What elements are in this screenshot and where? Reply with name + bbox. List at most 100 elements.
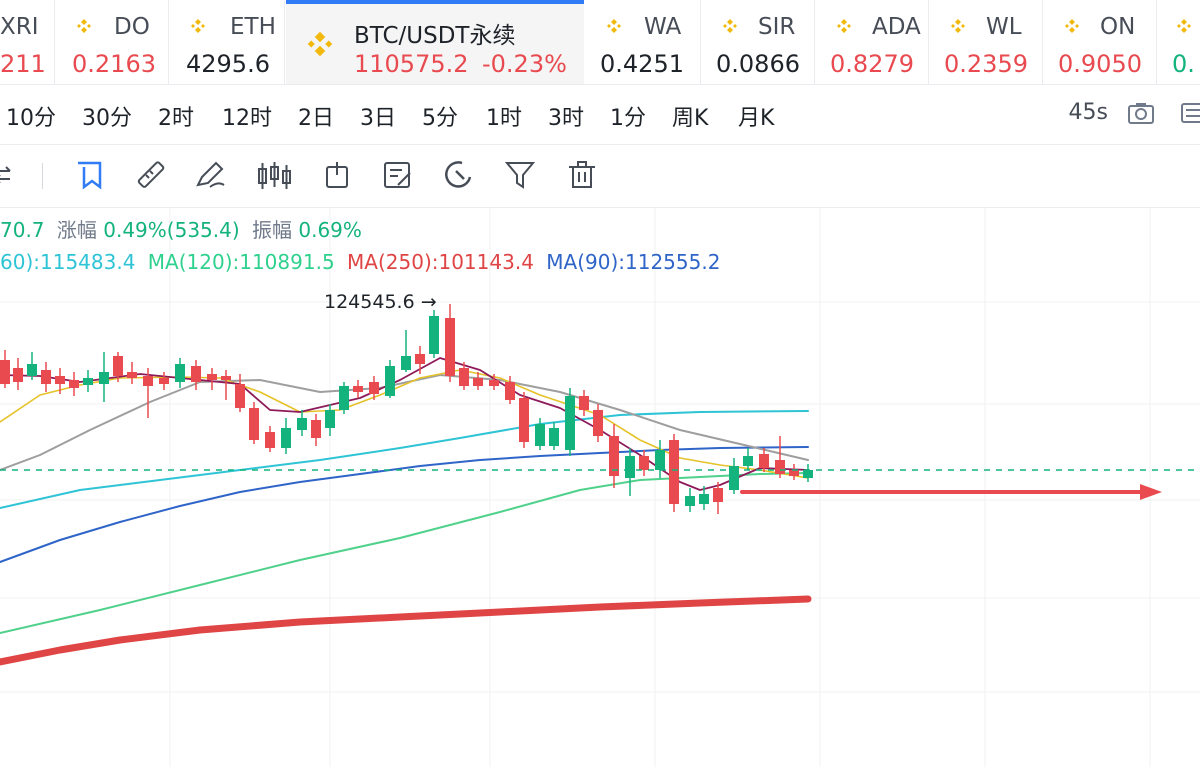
- ma-info-line: 60):115483.4 MA(120):110891.5 MA(250):10…: [0, 250, 720, 274]
- ticker-item[interactable]: WL 0.2359: [928, 0, 1043, 84]
- ticker-symbol: ETH: [230, 14, 276, 40]
- interval-bar: 10分 30分 2时 12时 2日 3日 5分 1时 3时 1分 周K 月K 4…: [0, 84, 1200, 145]
- switch-icon[interactable]: [0, 159, 18, 191]
- candle-body: [127, 372, 137, 378]
- candle-body: [473, 378, 483, 386]
- candle-body: [429, 316, 439, 354]
- candle-pattern-icon[interactable]: [256, 159, 292, 191]
- trend-arrow-head: [1140, 484, 1162, 500]
- filter-icon[interactable]: [504, 159, 536, 191]
- ticker-item[interactable]: DO 0.2163: [54, 0, 169, 84]
- interval-1m[interactable]: 1分: [610, 106, 646, 131]
- ticker-price: 0.8279: [830, 50, 914, 78]
- refresh-timer[interactable]: 45s: [1068, 100, 1108, 125]
- binance-coin-icon: [307, 31, 333, 57]
- candle-body: [743, 456, 753, 466]
- candle-body: [369, 382, 379, 394]
- ma120-line: [0, 472, 809, 634]
- interval-30m[interactable]: 30分: [82, 106, 132, 131]
- ma-long-line: [0, 374, 809, 471]
- candle-body: [579, 396, 589, 410]
- candle-body: [0, 360, 10, 384]
- candle-body: [175, 364, 185, 382]
- ticker-price: 0.9050: [1058, 50, 1142, 78]
- magnet-icon[interactable]: [442, 159, 474, 191]
- ma60-line: [0, 410, 809, 509]
- interval-2d[interactable]: 2日: [298, 106, 334, 131]
- binance-coin-icon: [1065, 19, 1079, 33]
- ma90-value: MA(90):112555.2: [546, 250, 721, 274]
- interval-week[interactable]: 周K: [672, 106, 709, 131]
- candle-body: [221, 376, 231, 380]
- candle-body: [265, 432, 275, 448]
- binance-coin-icon: [723, 19, 737, 33]
- binance-coin-icon: [607, 19, 621, 33]
- ticker-item[interactable]: WA 0.4251: [584, 0, 701, 84]
- interval-12h[interactable]: 12时: [222, 106, 272, 131]
- binance-coin-icon: [837, 19, 851, 33]
- interval-5m[interactable]: 5分: [422, 106, 458, 131]
- ticker-symbol: WL: [986, 14, 1022, 40]
- camera-icon[interactable]: [1126, 98, 1156, 128]
- ticker-symbol: BTC/USDT永续: [354, 23, 516, 49]
- binance-coin-icon: [1177, 19, 1191, 33]
- pen-icon[interactable]: [194, 159, 226, 191]
- ma250-line: [0, 595, 812, 666]
- ticker-item[interactable]: ETH 4295.6: [168, 0, 285, 84]
- interval-1h[interactable]: 1时: [486, 106, 522, 131]
- candle-body: [625, 456, 635, 478]
- candle-body: [235, 384, 245, 408]
- ticker-item[interactable]: ON 0.9050: [1042, 0, 1157, 84]
- ticker-price: 110575.2: [354, 50, 469, 78]
- ticker-item[interactable]: ADA 0.8279: [814, 0, 929, 84]
- ticker-item[interactable]: 0.: [1156, 0, 1200, 84]
- list-icon[interactable]: [1180, 98, 1200, 128]
- candle-body: [609, 436, 619, 476]
- candle-body: [669, 440, 679, 504]
- chart-area[interactable]: 124545.6 →: [0, 208, 1200, 767]
- interval-2h[interactable]: 2时: [158, 106, 194, 131]
- ma120-value: MA(120):110891.5: [147, 250, 335, 274]
- ticker-price: 0.4251: [600, 50, 684, 78]
- candle-body: [685, 496, 695, 506]
- candle-body: [325, 410, 335, 428]
- candlestick-chart[interactable]: 124545.6 →: [0, 208, 1200, 767]
- ticker-symbol: WA: [644, 14, 682, 40]
- ruler-icon[interactable]: [134, 159, 166, 191]
- ma250-value: MA(250):101143.4: [347, 250, 534, 274]
- candle-body: [83, 378, 93, 385]
- candle-body: [159, 378, 169, 384]
- candle-body: [69, 380, 79, 388]
- ticker-price: 0.: [1172, 50, 1195, 78]
- candle-body: [519, 398, 529, 442]
- binance-coin-icon: [951, 19, 965, 33]
- ticker-item[interactable]: XRI 211: [0, 0, 55, 84]
- drawing-toolbar: [0, 145, 1200, 208]
- candle-body: [401, 356, 411, 370]
- ma-mid-line: [0, 369, 809, 479]
- cursor-icon[interactable]: [74, 159, 106, 191]
- ticker-bar: XRI 211 DO 0.2163 ETH 4295.6 BTC/USDT永续 …: [0, 0, 1200, 85]
- interval-10m[interactable]: 10分: [6, 106, 56, 131]
- candle-body: [415, 354, 425, 364]
- candle-body: [789, 470, 799, 476]
- candle-body: [297, 418, 307, 430]
- ticker-symbol: XRI: [0, 14, 39, 40]
- interval-month[interactable]: 月K: [738, 106, 775, 131]
- ticker-item-active[interactable]: BTC/USDT永续 110575.2 -0.23%: [286, 0, 584, 84]
- candle-body: [775, 460, 785, 474]
- change-label: 涨幅: [56, 218, 97, 242]
- trash-icon[interactable]: [566, 159, 598, 191]
- interval-3h[interactable]: 3时: [548, 106, 584, 131]
- ticker-price: 0.0866: [716, 50, 800, 78]
- high-price-label: 124545.6 →: [324, 291, 437, 313]
- measure-icon[interactable]: [322, 159, 354, 191]
- interval-3d[interactable]: 3日: [360, 106, 396, 131]
- note-icon[interactable]: [382, 159, 414, 191]
- candle-body: [549, 428, 559, 446]
- ticker-item[interactable]: SIR 0.0866: [700, 0, 815, 84]
- candle-body: [311, 420, 321, 438]
- ticker-symbol: DO: [114, 14, 150, 40]
- candle-body: [339, 386, 349, 410]
- price-info-line: 70.7 涨幅 0.49%(535.4) 振幅 0.69%: [0, 214, 362, 243]
